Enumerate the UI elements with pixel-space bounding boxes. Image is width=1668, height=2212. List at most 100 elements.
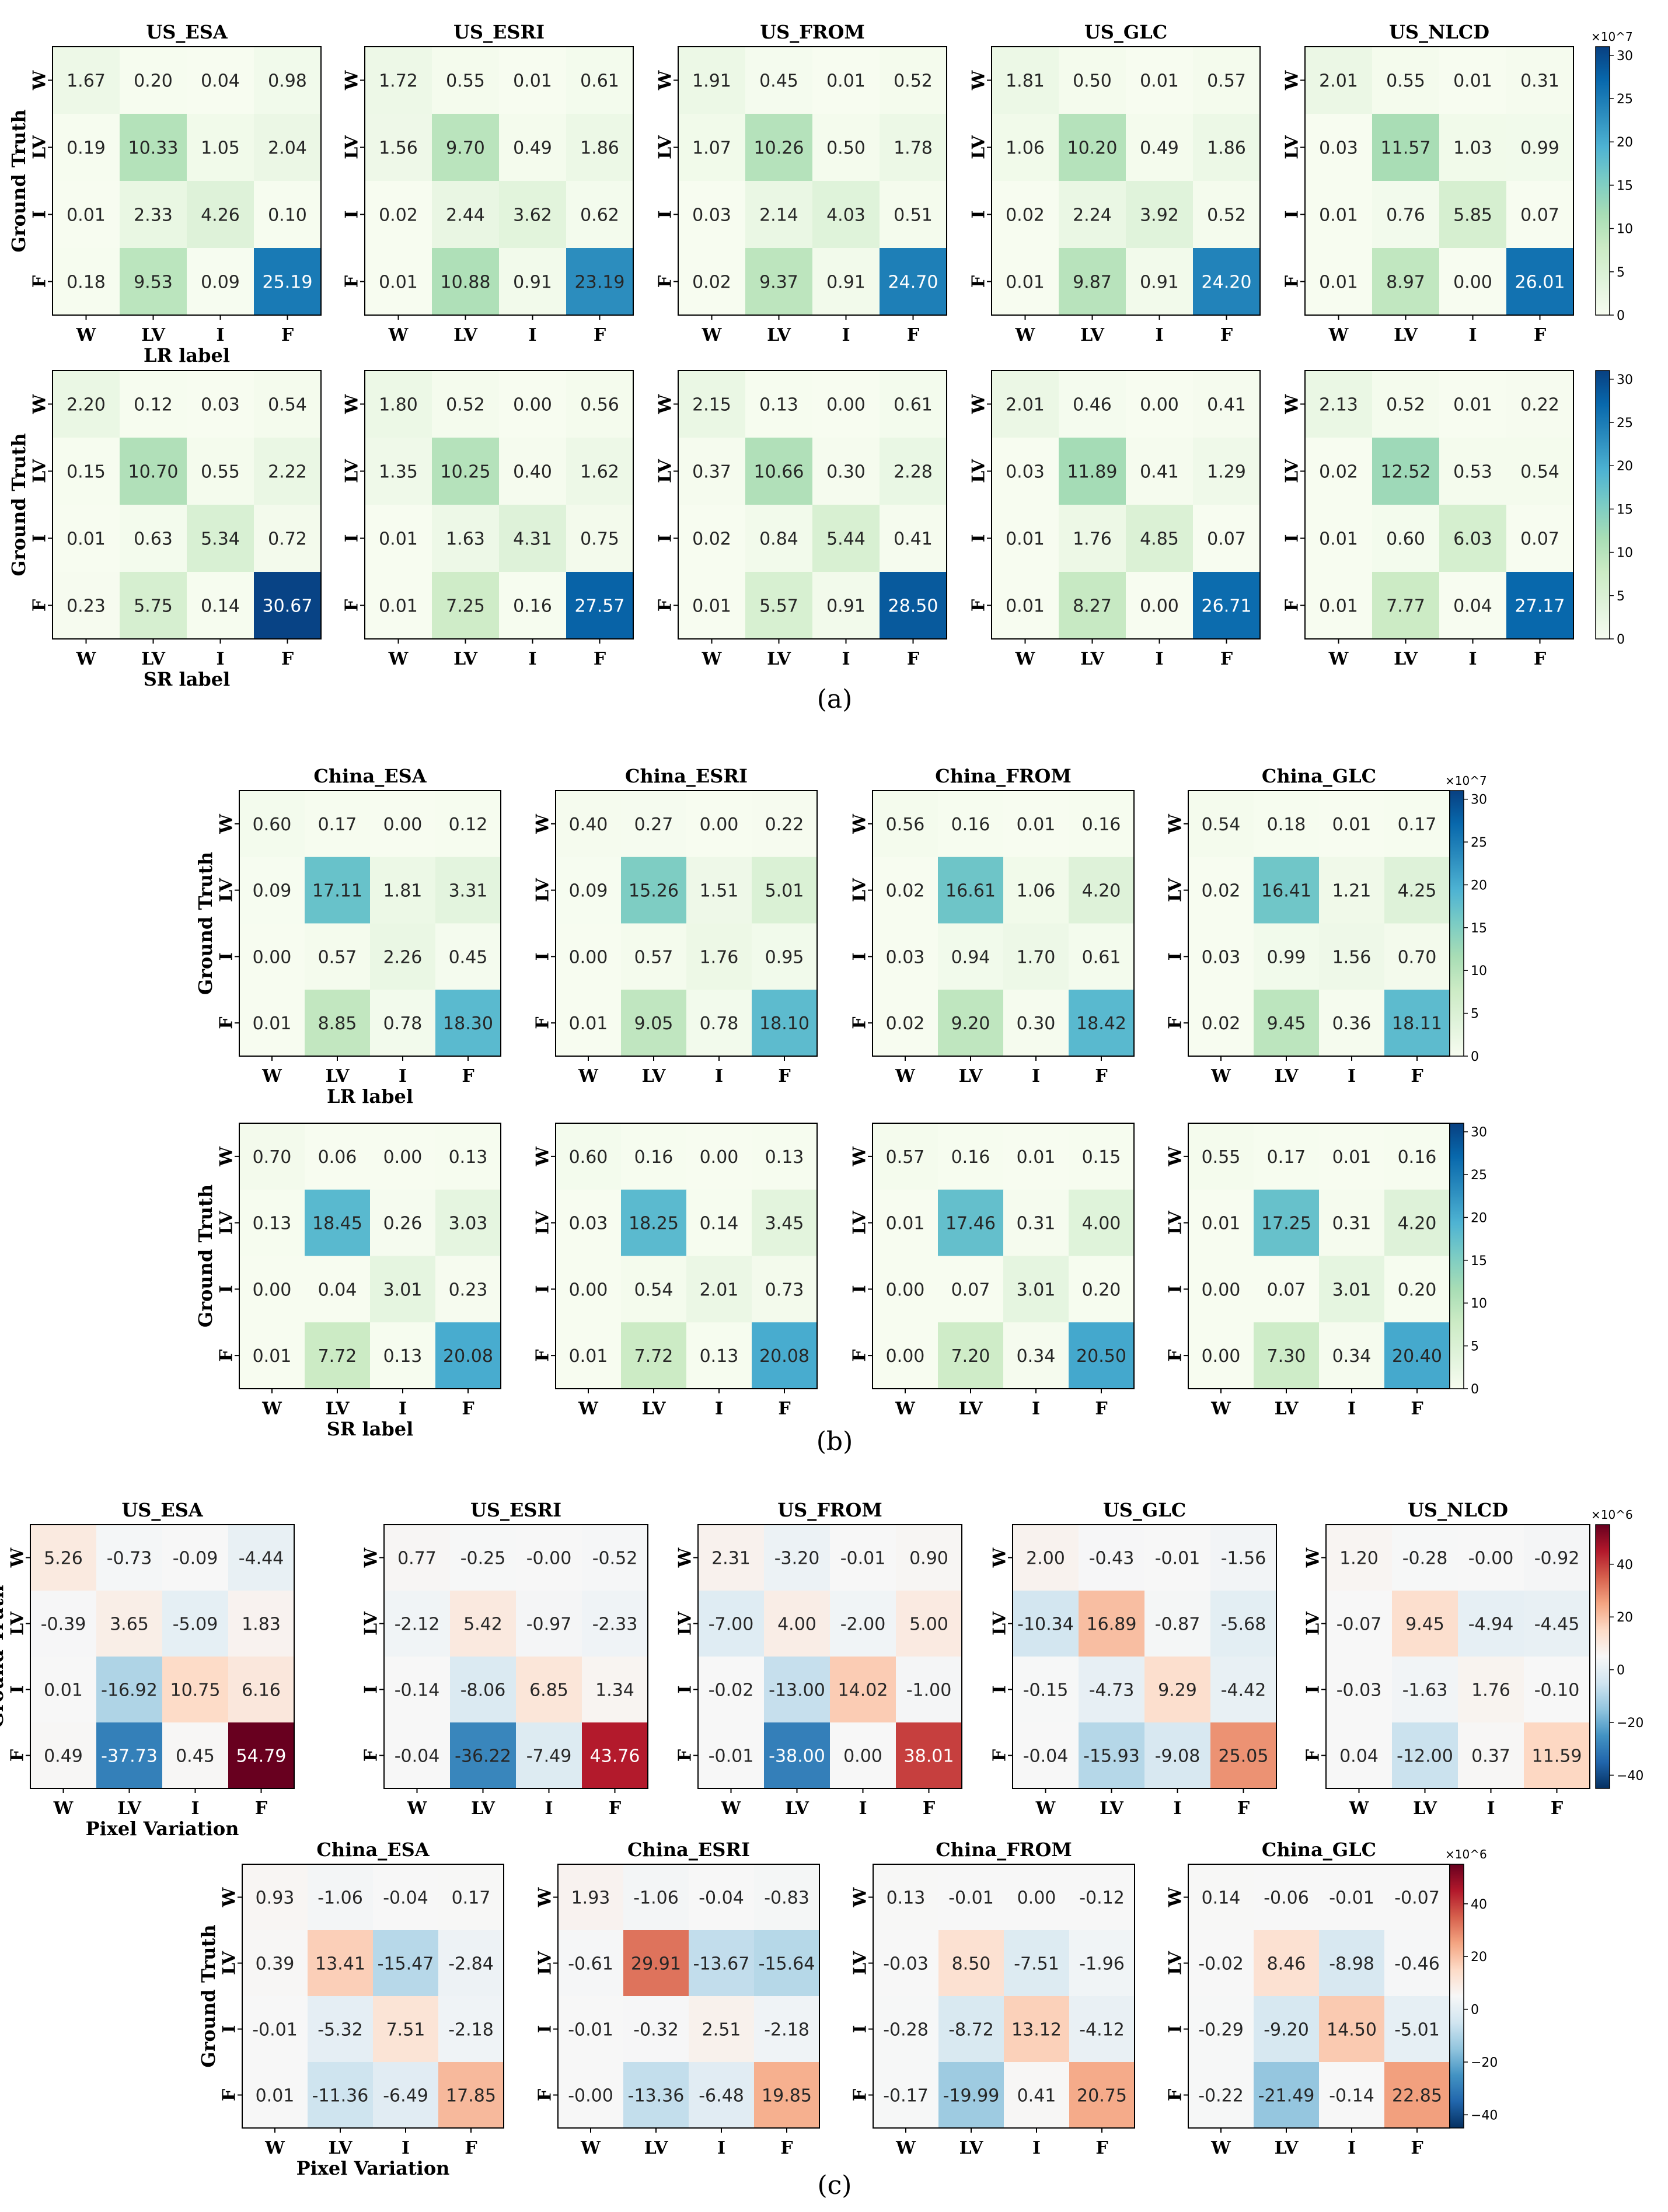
y-tick-label: I [217,952,237,960]
heatmap-cell [1524,1525,1590,1591]
heatmap-cell [499,248,567,316]
cell-value: 0.01 [886,1214,925,1234]
cell-value: 0.34 [1332,1346,1372,1367]
y-tick-label: W [850,813,870,834]
cell-value: 0.04 [201,71,240,92]
heatmap-cell [120,181,187,249]
heatmap-cell [1506,371,1574,438]
cell-value: 0.20 [134,71,173,92]
y-tick-label: LV [655,135,676,159]
heatmap-cell [1004,1996,1070,2063]
cell-value: -0.25 [460,1549,506,1569]
cell-value: 0.01 [256,2086,295,2106]
cell-value: 1.07 [692,138,731,159]
cell-value: 0.39 [256,1954,295,1975]
cell-value: 0.20 [1398,1280,1437,1300]
cell-value: 11.59 [1532,1746,1582,1767]
cell-value: 9.45 [1267,1014,1306,1034]
cell-value: 1.62 [580,462,619,483]
cell-value: -2.18 [764,2020,809,2040]
cell-value: 0.55 [201,462,240,483]
cell-value: -0.22 [1198,2086,1244,2106]
cell-value: 0.53 [1453,462,1492,483]
heatmap-cell [1004,1864,1070,1931]
heatmap-cell [873,2062,939,2129]
cell-value: 2.13 [1319,395,1358,415]
cell-value: 5.57 [759,596,798,617]
x-tick-label: LV [1413,1798,1437,1819]
colorbar-tick-label: 25 [1471,1168,1487,1183]
colorbar-tick-label: 0 [1617,633,1625,647]
cell-value: 0.00 [1140,395,1179,415]
heatmap-cell [242,1996,308,2063]
heatmap-cell [1059,438,1126,505]
cell-value: 0.16 [951,815,990,835]
cell-value: -13.36 [628,2086,685,2106]
heatmap-cell [1384,1123,1450,1190]
x-tick-label: W [1015,325,1036,345]
heatmap-cell [686,1189,752,1256]
colorbar-tick-label: 30 [1617,49,1633,64]
x-tick-label: I [715,1399,723,1419]
cell-value: 0.60 [1386,529,1425,550]
cell-value: 0.70 [1398,947,1437,967]
heatmap-cell [1305,505,1373,572]
heatmap-title: US_NLCD [1389,21,1489,43]
cell-value: 0.55 [1202,1147,1241,1168]
x-tick-label: W [1210,2138,1231,2158]
heatmap-cell [873,1256,938,1323]
cell-value: 0.01 [379,596,418,617]
heatmap-cell [1439,47,1507,114]
cell-value: 0.78 [383,1014,423,1034]
heatmap-cell [1126,114,1194,181]
cell-value: 0.40 [569,815,608,835]
cell-value: -0.00 [568,2086,613,2106]
heatmap-cell [1059,114,1126,181]
cell-value: 0.37 [692,462,731,483]
heatmap-cell [1392,1525,1458,1591]
x-tick-label: F [594,649,606,669]
x-tick-label: F [778,1066,790,1086]
heatmap-cell [1003,1256,1069,1323]
cell-value: -0.12 [1079,1888,1125,1909]
cell-value: -2.84 [448,1954,494,1975]
colorbar-tick-label: 15 [1617,179,1633,193]
heatmap-cell [992,438,1059,505]
heatmap-cell [678,438,746,505]
cell-value: 2.44 [446,205,485,226]
y-tick-label: LV [533,1210,553,1235]
y-tick-label: LV [219,1951,240,1975]
heatmap-cell [239,791,305,858]
y-tick-label: W [990,1547,1010,1568]
heatmap-cell [53,181,120,249]
colorbar-tick-label: 20 [1471,878,1487,893]
cell-value: 12.52 [1381,462,1431,483]
heatmap-cell [992,248,1059,316]
heatmap-title: China_FROM [935,765,1072,787]
cell-value: -0.04 [699,1888,744,1909]
heatmap-cell [30,1591,97,1657]
heatmap-cell [873,1189,938,1256]
heatmap-cell [678,181,746,249]
colorbar-a-lr: 0 5 10 15 20 25 30 ×10^7 [1591,30,1633,323]
cell-value: 0.00 [513,395,552,415]
cell-value: 0.02 [1006,205,1045,226]
cell-value: -1.06 [633,1888,679,1909]
cell-value: -0.04 [383,1888,428,1909]
heatmap-cell [1188,1930,1254,1997]
x-tick-label: I [1348,2138,1356,2158]
x-axis-label: SR label [327,1418,414,1440]
x-tick-label: I [216,649,224,669]
y-tick-label: W [533,1146,553,1167]
heatmap-cell [1188,2062,1254,2129]
cell-value: 0.61 [894,395,933,415]
heatmap-cell [365,47,432,114]
cell-value: 2.01 [1319,71,1358,92]
heatmap-cell [162,1525,229,1591]
cell-value: 0.01 [1017,1147,1056,1168]
y-tick-label: I [30,534,50,542]
x-tick-label: W [578,1399,599,1419]
heatmap-cell [1372,248,1440,316]
cell-value: 0.01 [1319,205,1358,226]
heatmap-cell [1079,1591,1145,1657]
